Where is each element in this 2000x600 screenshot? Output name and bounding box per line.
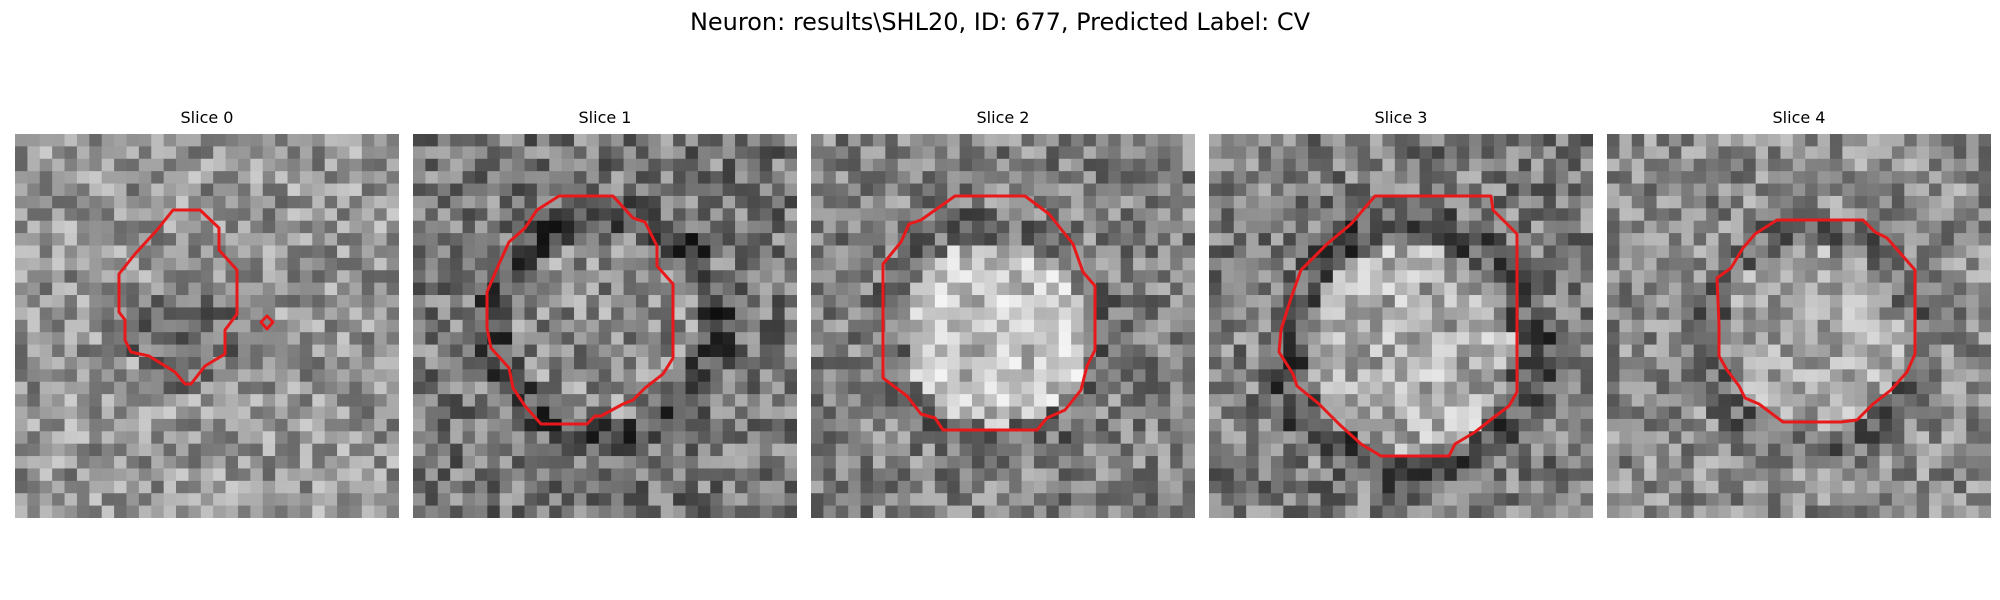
slice-0-contour-marker bbox=[259, 314, 275, 331]
slice-0-contour bbox=[117, 208, 239, 386]
figure-title: Neuron: results\SHL20, ID: 677, Predicte… bbox=[689, 8, 1311, 36]
slice-title-0: Slice 0 bbox=[180, 108, 234, 127]
slice-0-pixels bbox=[15, 134, 399, 518]
slice-4-pixels bbox=[1607, 134, 1991, 518]
slice-title-4: Slice 4 bbox=[1772, 108, 1826, 127]
slice-image-0 bbox=[15, 134, 399, 518]
slice-3-contour bbox=[1277, 194, 1519, 458]
slice-panel-1: Slice 1 bbox=[413, 108, 797, 518]
slice-image-2 bbox=[811, 134, 1195, 518]
slice-title-3: Slice 3 bbox=[1374, 108, 1428, 127]
slice-panel-4: Slice 4 bbox=[1607, 108, 1991, 518]
slice-panel-3: Slice 3 bbox=[1209, 108, 1593, 518]
slice-image-1 bbox=[413, 134, 797, 518]
slice-2-contour bbox=[881, 194, 1097, 432]
slice-3-pixels bbox=[1209, 134, 1593, 518]
slice-1-pixels bbox=[413, 134, 797, 518]
slice-image-4 bbox=[1607, 134, 1991, 518]
slice-2-pixels bbox=[811, 134, 1195, 518]
slice-title-2: Slice 2 bbox=[976, 108, 1030, 127]
slice-title-1: Slice 1 bbox=[578, 108, 632, 127]
slice-image-3 bbox=[1209, 134, 1593, 518]
slice-0-svg bbox=[15, 134, 399, 518]
slice-1-svg bbox=[413, 134, 797, 518]
slice-panel-2: Slice 2 bbox=[811, 108, 1195, 518]
slice-4-svg bbox=[1607, 134, 1991, 518]
slice-4-contour bbox=[1715, 218, 1917, 424]
slice-1-contour bbox=[485, 194, 675, 426]
slice-panel-0: Slice 0 bbox=[15, 108, 399, 518]
slice-3-svg bbox=[1209, 134, 1593, 518]
slice-2-svg bbox=[811, 134, 1195, 518]
